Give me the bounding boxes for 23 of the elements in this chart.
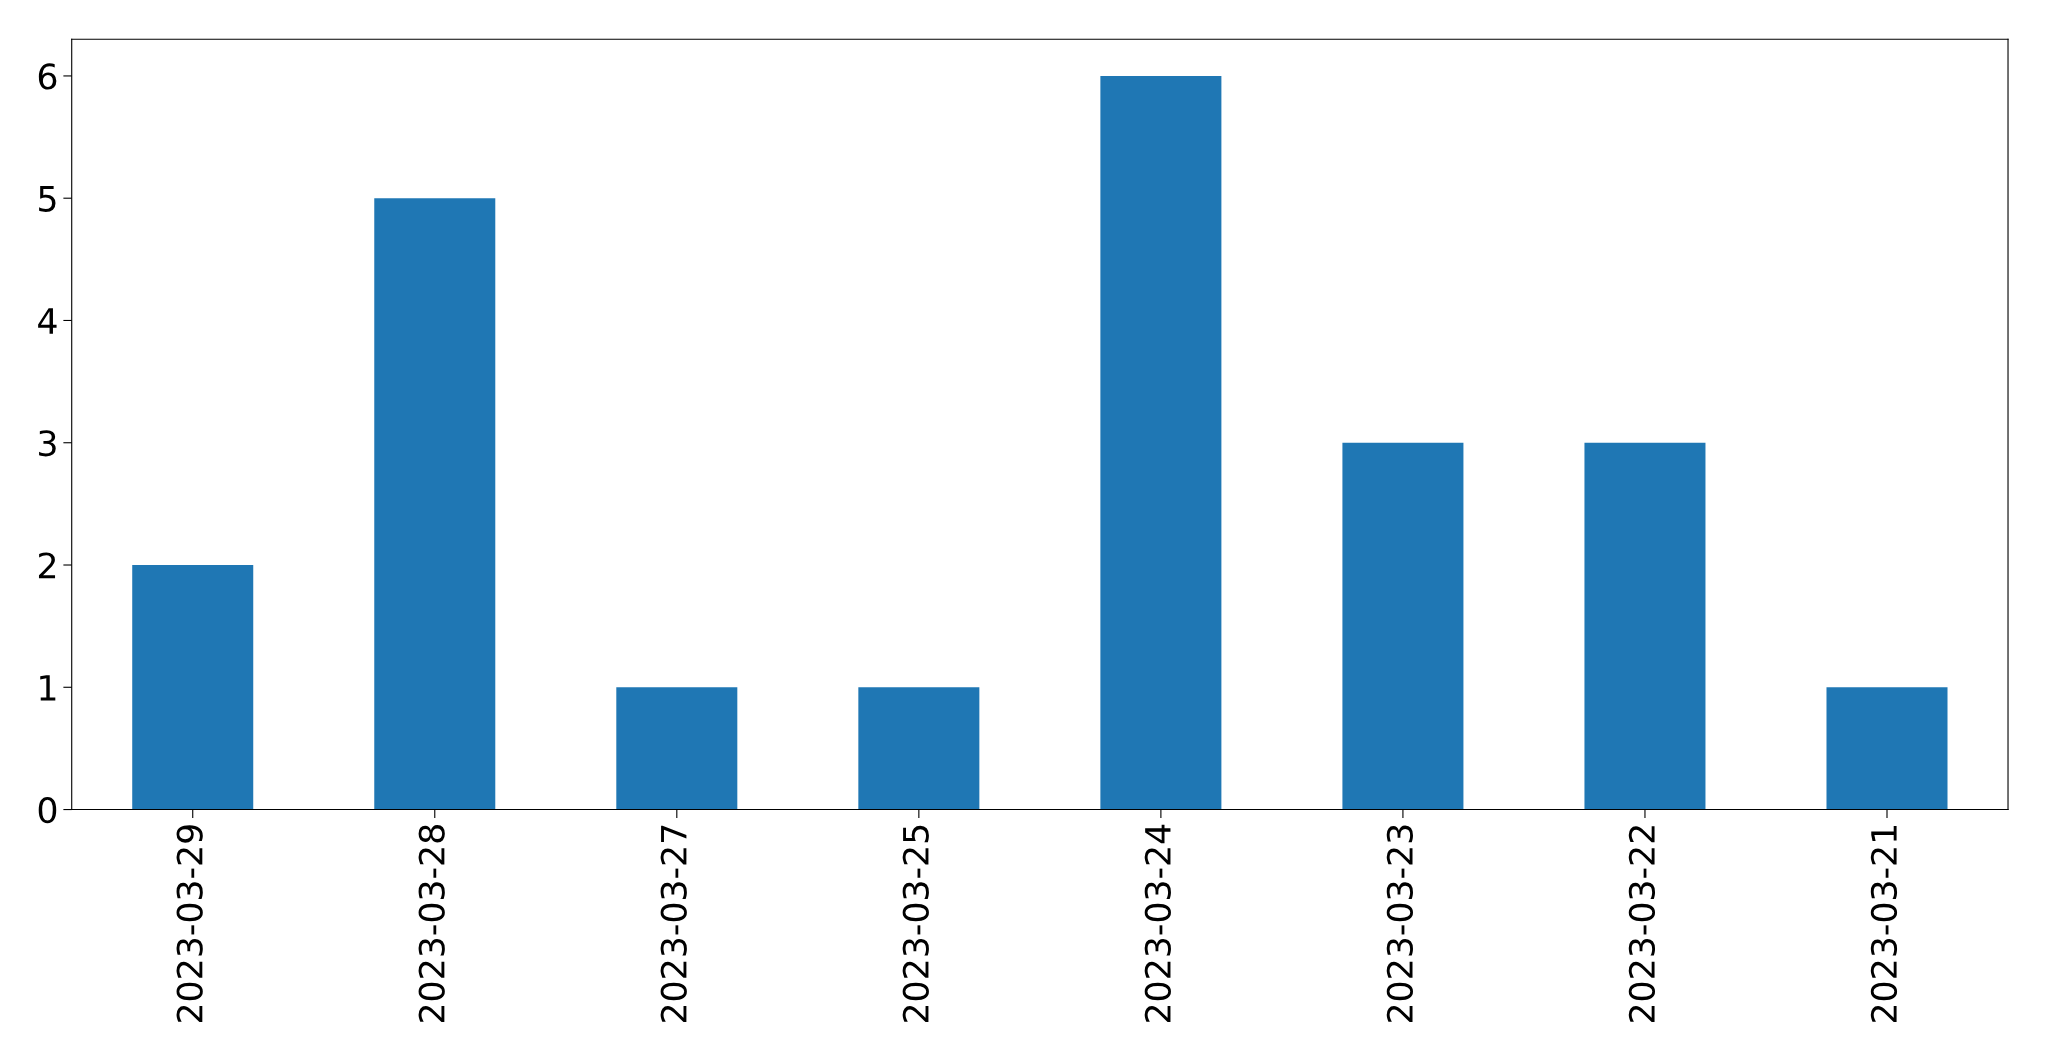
y-tick-label: 0 xyxy=(38,796,57,824)
bar xyxy=(1342,442,1464,810)
bar xyxy=(132,565,254,810)
y-tick-label: 1 xyxy=(40,675,56,701)
x-tick-label: 2023-03-25 xyxy=(902,825,929,1022)
y-tick-label: 6 xyxy=(38,63,57,90)
bar xyxy=(1100,75,1222,810)
x-tick-label: 2023-03-28 xyxy=(418,825,445,1022)
x-tick-label: 2023-03-27 xyxy=(660,825,687,1022)
y-tick-label: 2 xyxy=(38,552,56,579)
x-tick-label: 2023-03-24 xyxy=(1144,824,1171,1022)
bar xyxy=(858,687,980,810)
y-tick-label: 5 xyxy=(39,186,56,212)
bar xyxy=(616,687,738,810)
x-tick-label: 2023-03-29 xyxy=(176,825,203,1022)
x-tick-label: 2023-03-21 xyxy=(1870,825,1898,1022)
bar xyxy=(1584,442,1706,810)
x-tick-label: 2023-03-23 xyxy=(1386,825,1413,1022)
y-tick-label: 4 xyxy=(38,308,57,334)
bar xyxy=(374,198,496,810)
y-tick-label: 3 xyxy=(39,430,56,457)
x-tick-label: 2023-03-22 xyxy=(1628,826,1656,1022)
bar xyxy=(1826,687,1948,810)
